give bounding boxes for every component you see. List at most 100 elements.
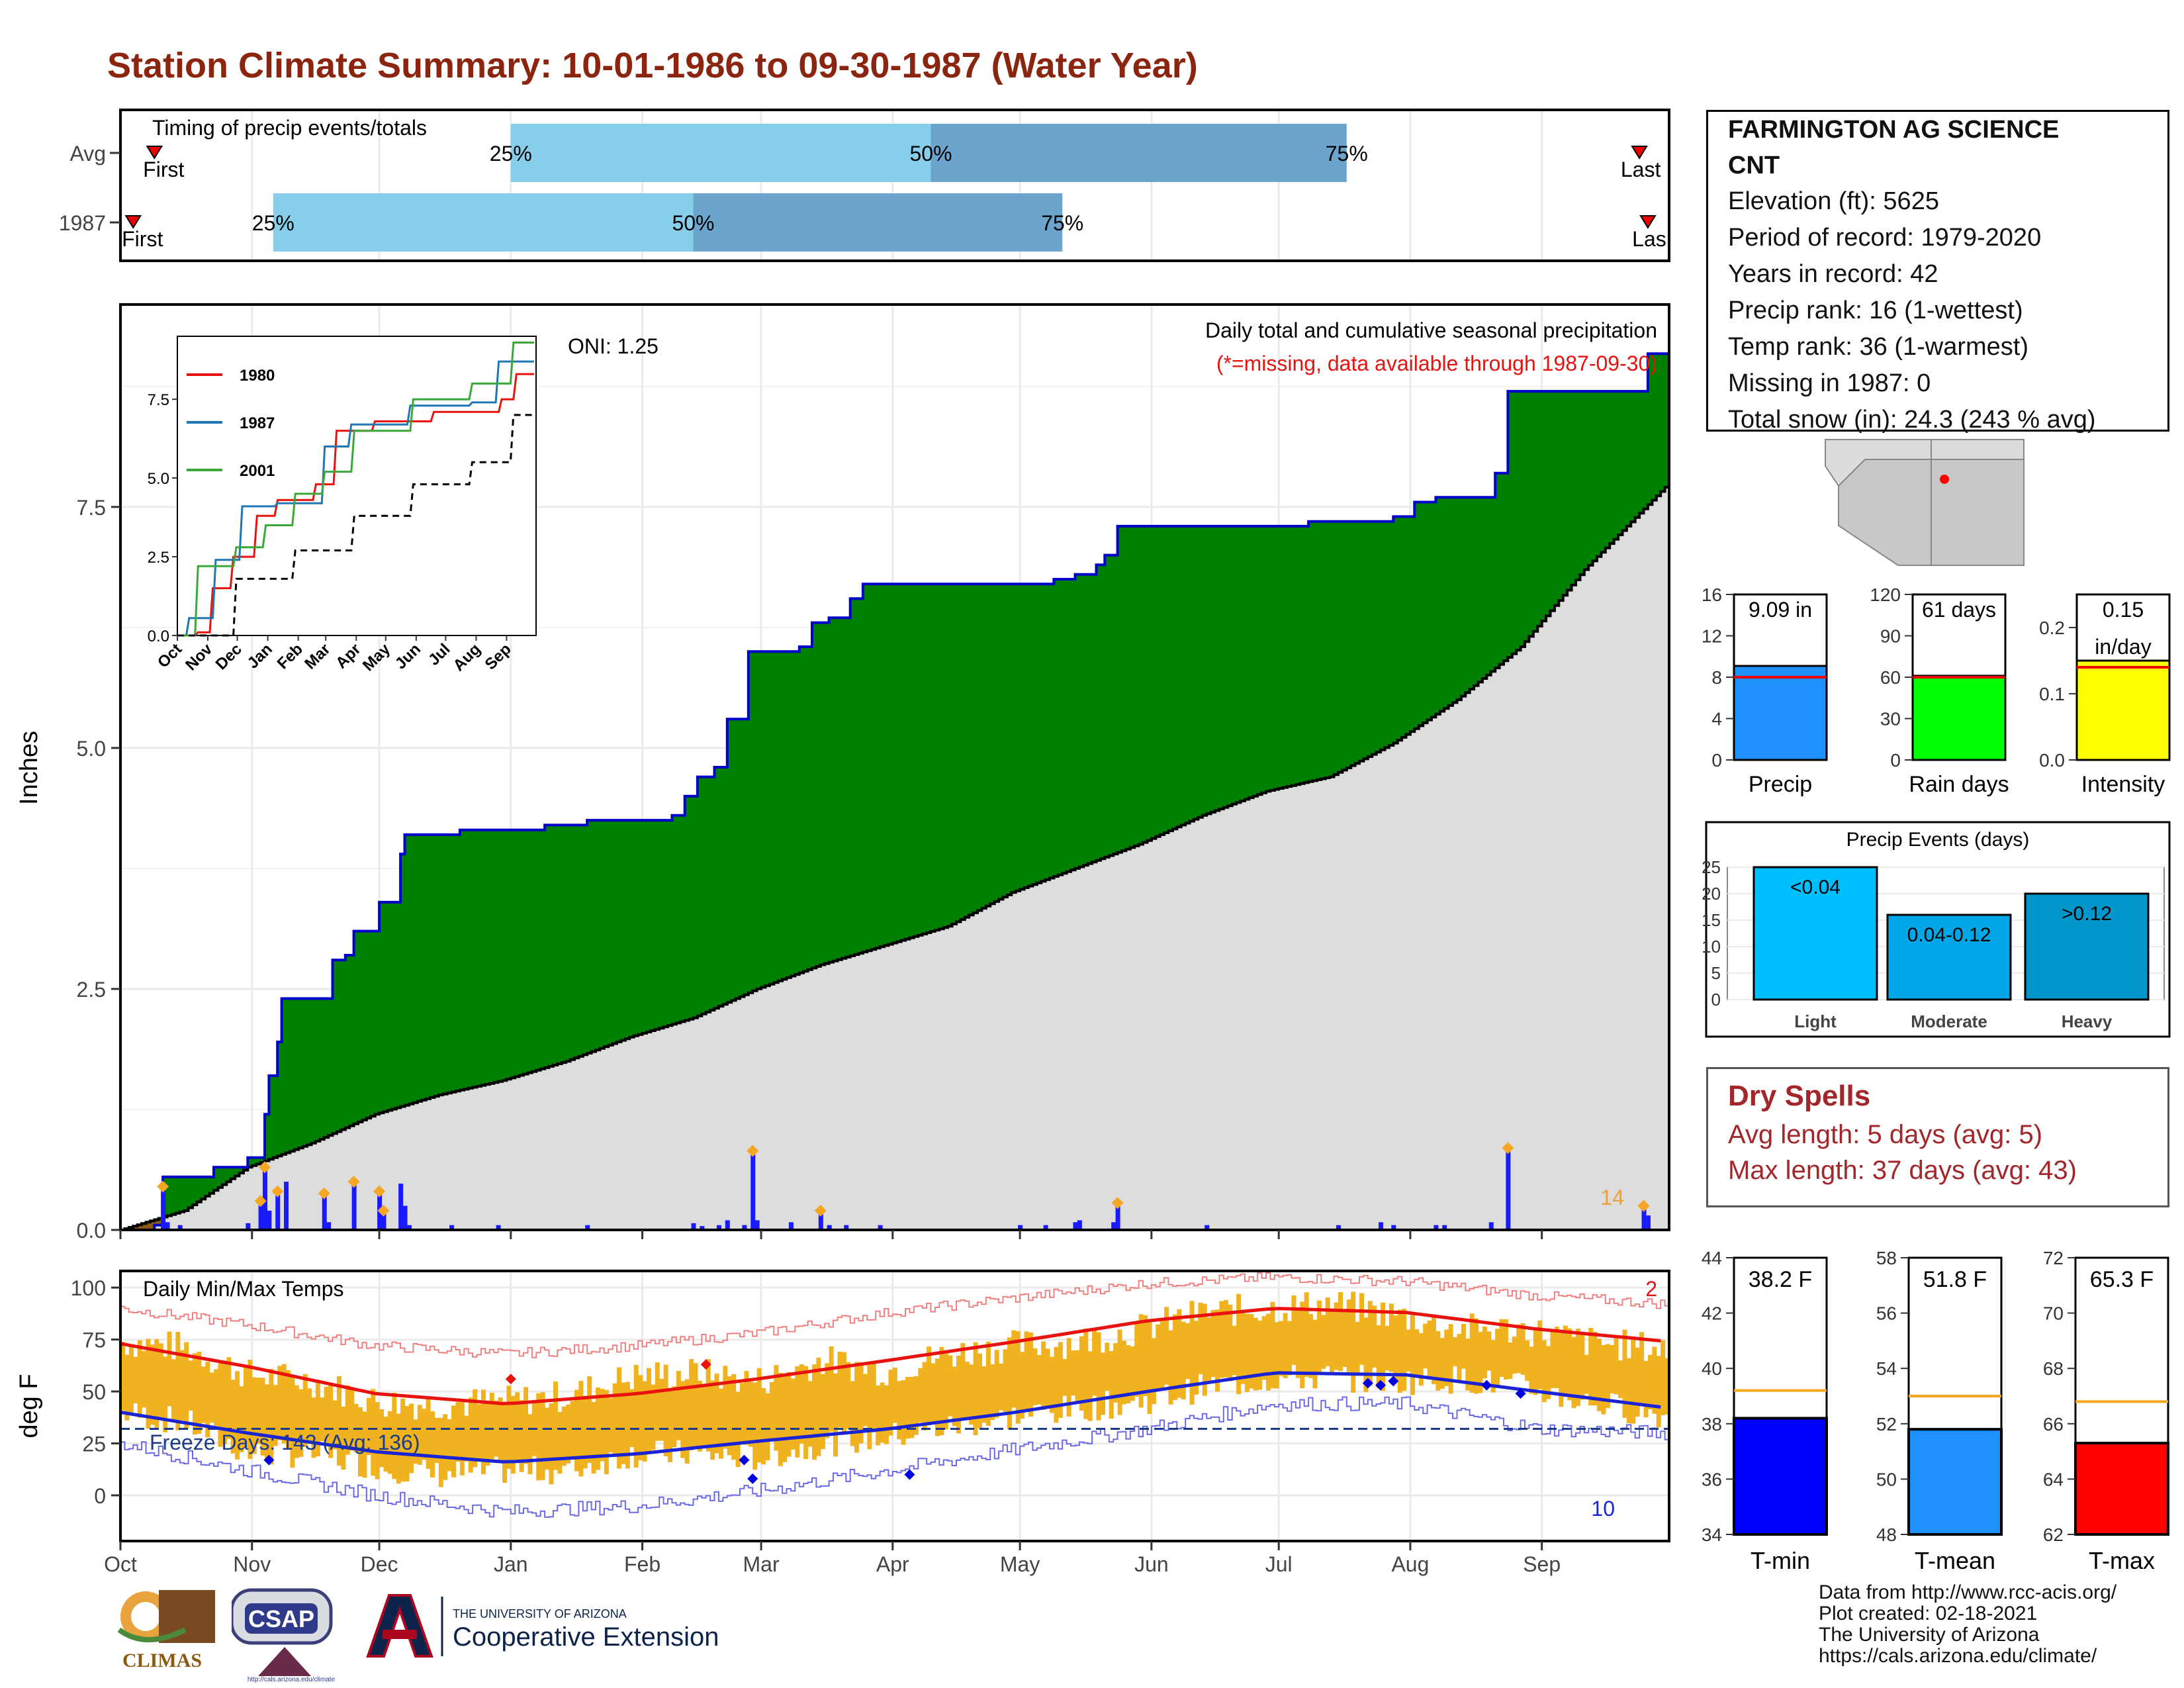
- page-title: Station Climate Summary: 10-01-1986 to 0…: [107, 46, 1198, 85]
- daily-temp-range-bar: [124, 1354, 130, 1421]
- daily-temp-range-bar: [480, 1389, 486, 1475]
- events-category-label: Moderate: [1911, 1011, 1987, 1031]
- daily-temp-range-bar: [617, 1367, 622, 1469]
- daily-temp-range-bar: [566, 1404, 571, 1464]
- timing-title: Timing of precip events/totals: [152, 116, 427, 140]
- daily-temp-range-bar: [1075, 1350, 1080, 1402]
- station-marker: [1940, 475, 1949, 484]
- daily-temp-range-bar: [913, 1376, 919, 1435]
- cumulative-1987-line: [120, 352, 1669, 1231]
- daily-temp-range-bar: [1308, 1313, 1314, 1378]
- station-period: Period of record: 1979-2020: [1728, 224, 2042, 252]
- daily-temp-range-bar: [1020, 1352, 1025, 1419]
- daily-temp-range-bar: [332, 1400, 338, 1450]
- freeze-days-label: Freeze Days: 143 (Avg: 136): [150, 1430, 420, 1454]
- temp-ytick-label: 50: [82, 1380, 106, 1404]
- daily-temp-range-bar: [1656, 1356, 1661, 1428]
- daily-temp-range-bar: [934, 1358, 940, 1436]
- daily-temp-range-bar: [782, 1374, 788, 1462]
- record-low-count: 10: [1591, 1497, 1615, 1521]
- daily-temp-range-bar: [1381, 1302, 1386, 1391]
- daily-temp-range-bar: [218, 1363, 223, 1447]
- snow-days-count: 14: [1600, 1186, 1624, 1209]
- daily-temp-range-bar: [693, 1363, 698, 1448]
- daily-temp-range-bar: [519, 1400, 524, 1472]
- daily-temp-range-bar: [1249, 1314, 1254, 1389]
- daily-temp-range-bar: [727, 1376, 732, 1456]
- last-event-marker: [1639, 215, 1657, 229]
- daily-temp-range-bar: [646, 1368, 651, 1454]
- summary-value-label: 9.09 in: [1749, 598, 1812, 622]
- temp-bars: 34 36 38 40 42 44 38.2 F T-min 48 50 52 54 56 58 51.8 …: [1702, 1248, 2169, 1574]
- daily-temp-range-bar: [366, 1397, 371, 1455]
- daily-temp-range-bar: [515, 1392, 520, 1462]
- daily-temp-range-bar: [1448, 1324, 1453, 1394]
- temp-bar-ytick-label: 68: [2043, 1358, 2064, 1379]
- snow-day-marker: [1111, 1197, 1124, 1209]
- daily-precip-bar: [818, 1210, 823, 1230]
- daily-temp-range-bar: [150, 1344, 155, 1425]
- daily-temp-range-bar: [591, 1401, 596, 1474]
- temp-bar-ytick-label: 70: [2043, 1303, 2064, 1324]
- daily-precip-bar: [700, 1226, 705, 1230]
- daily-temp-range-bar: [1334, 1302, 1339, 1370]
- daily-temp-range-bar: [1198, 1302, 1203, 1374]
- daily-precip-bar: [1115, 1203, 1120, 1230]
- daily-temp-range-bar: [163, 1356, 168, 1432]
- daily-temp-range-bar: [146, 1338, 151, 1429]
- daily-temp-range-bar: [1418, 1333, 1424, 1386]
- credit-url: https://cals.arizona.edu/climate/: [1819, 1645, 2097, 1667]
- last-event-marker: [1631, 146, 1648, 160]
- daily-precip-bar: [322, 1193, 327, 1230]
- daily-temp-range-bar: [756, 1368, 762, 1463]
- inset-legend-label: 1980: [240, 367, 275, 385]
- daily-temp-range-bar: [1351, 1291, 1356, 1393]
- summary-bar: [1733, 665, 1828, 761]
- daily-precip-bar: [496, 1225, 501, 1230]
- daily-temp-range-bar: [413, 1419, 418, 1464]
- daily-temp-range-bar: [226, 1357, 232, 1439]
- daily-temp-range-bar: [1499, 1319, 1504, 1377]
- daily-precip-bar: [1645, 1215, 1651, 1230]
- daily-temp-range-bar: [854, 1362, 860, 1453]
- daily-temp-range-bar: [684, 1379, 690, 1464]
- first-event-label: First: [143, 158, 184, 181]
- daily-temp-range-bar: [1096, 1332, 1101, 1421]
- temp-bar-ytick-label: 64: [2043, 1469, 2064, 1489]
- daily-precip-bar: [585, 1225, 590, 1230]
- daily-temp-range-bar: [1007, 1337, 1012, 1430]
- daily-temp-range-bar: [1109, 1351, 1114, 1419]
- daily-temp-range-bar: [718, 1388, 723, 1459]
- daily-temp-range-bar: [358, 1407, 363, 1477]
- station-info-box: FARMINGTON AG SCIENCE CNT Elevation (ft)…: [1706, 110, 2169, 434]
- temp-bar-value-label: 51.8 F: [1923, 1267, 1987, 1292]
- record-low-marker: [1481, 1380, 1492, 1391]
- daily-temp-range-bar: [1172, 1314, 1177, 1400]
- daily-precip-bar: [788, 1222, 794, 1230]
- summary-value-unit: in/day: [2095, 635, 2151, 659]
- events-value-label: <0.04: [1790, 876, 1841, 898]
- daily-temp-range-bar: [621, 1382, 626, 1464]
- month-label: Apr: [876, 1552, 909, 1576]
- daily-temp-range-bar: [1304, 1292, 1309, 1377]
- timing-p75-label: 75%: [1041, 211, 1083, 235]
- daily-temp-range-bar: [1376, 1325, 1381, 1389]
- month-label: Jan: [494, 1552, 528, 1576]
- record-high-count: 2: [1645, 1277, 1657, 1301]
- daily-temp-range-bar: [710, 1380, 715, 1460]
- daily-temp-range-bar: [663, 1364, 668, 1457]
- daily-temp-range-bar: [625, 1382, 630, 1469]
- daily-temp-range-bar: [396, 1413, 401, 1484]
- daily-temp-range-bar: [629, 1389, 635, 1448]
- inset-series-line: [177, 360, 534, 637]
- daily-temp-range-bar: [392, 1392, 397, 1479]
- snow-day-marker: [157, 1180, 169, 1193]
- first-event-marker: [124, 215, 142, 229]
- snow-day-marker: [814, 1204, 827, 1217]
- snow-day-marker: [1502, 1142, 1514, 1154]
- daily-temp-range-bar: [1253, 1317, 1258, 1391]
- daily-temp-range-bar: [1664, 1358, 1670, 1415]
- daily-temp-range-bar: [689, 1359, 694, 1450]
- daily-temp-range-bar: [422, 1409, 427, 1460]
